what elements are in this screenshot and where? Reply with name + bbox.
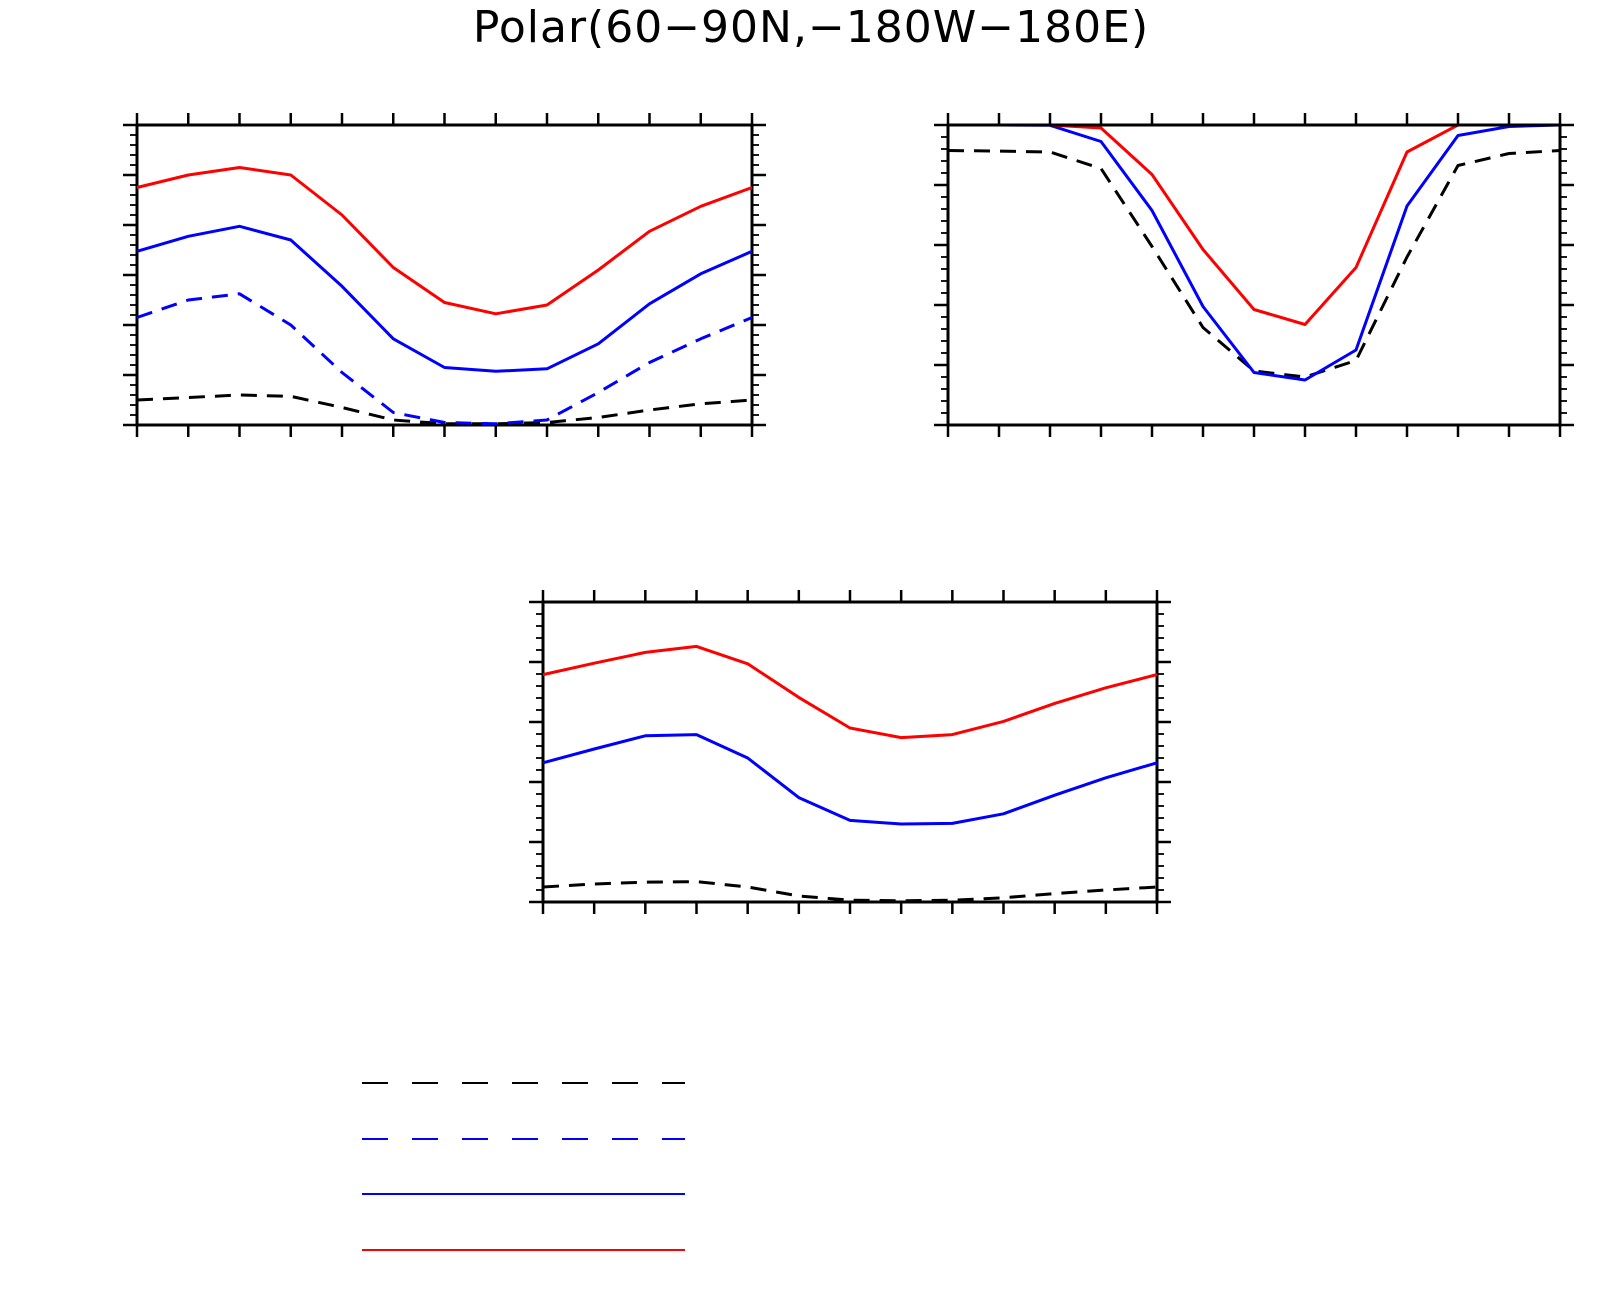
figure-canvas: Polar(60−90N,−180W−180E) bbox=[0, 0, 1623, 1305]
legend bbox=[362, 1083, 685, 1250]
series-line-cmc-noaa-avhrr bbox=[137, 395, 752, 424]
series-line-cmc-noaa-avhrr bbox=[543, 882, 1157, 901]
series-line-f09-f-hist-tn15-cmip6-fa03-yrs-1985-2014 bbox=[137, 226, 752, 371]
series-line-f09-f-hist-tn15-cmip6-fa03-yrs-1985-2014 bbox=[543, 735, 1157, 824]
series-line-cmc-noaa-avhrr bbox=[948, 151, 1560, 378]
plot-frame bbox=[948, 125, 1560, 425]
series-line-f09-f-hist-cfmip-amip-lowff-cf03-yrs-1985-2014 bbox=[948, 125, 1560, 325]
series-line-f09-f-hist-cfmip-amip-lowff-cf03-yrs-1985-2014 bbox=[137, 168, 752, 314]
plot-frame bbox=[543, 602, 1157, 902]
chart-snow-height bbox=[123, 113, 766, 437]
chart-snow-water-equivalent bbox=[529, 590, 1171, 914]
series-line-f09-f-hist-cfmip-amip-lowff-cf03-yrs-1985-2014 bbox=[543, 646, 1157, 737]
chart-fractional-snow-cover bbox=[934, 113, 1574, 437]
series-line-usaf bbox=[137, 294, 752, 424]
series-line-f09-f-hist-tn15-cmip6-fa03-yrs-1985-2014 bbox=[948, 125, 1560, 380]
figure-title: Polar(60−90N,−180W−180E) bbox=[473, 2, 1149, 53]
